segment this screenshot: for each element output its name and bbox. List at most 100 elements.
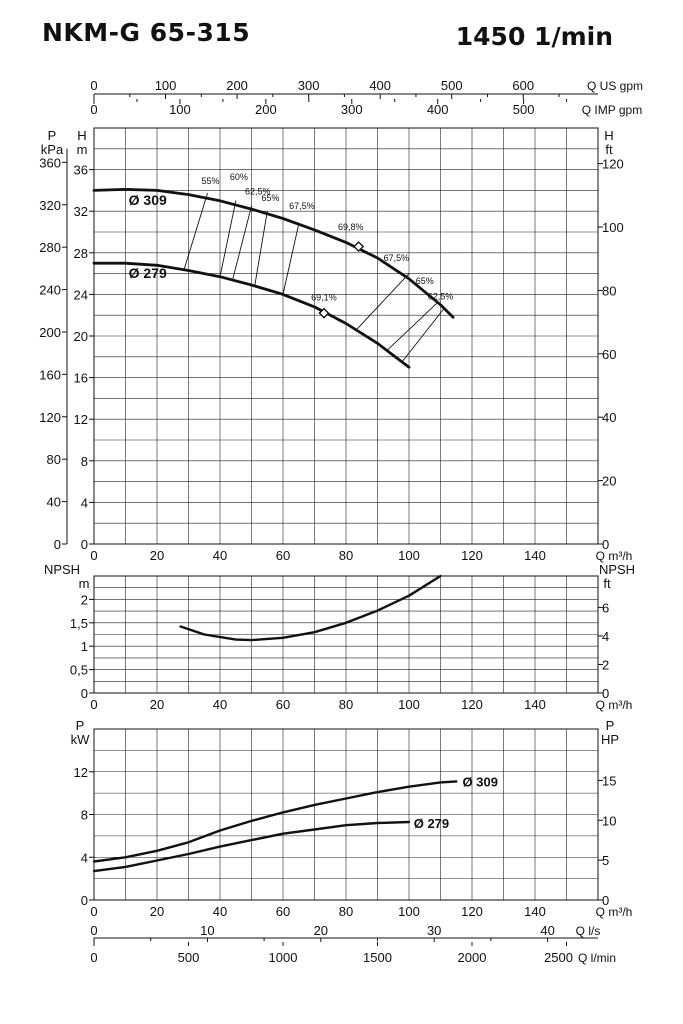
head-ft-tick-label: 100 — [602, 220, 624, 235]
efficiency-label: 65% — [261, 193, 279, 203]
npsh-m-axis-label: m — [79, 576, 90, 591]
head-kpa-tick-label: 280 — [39, 240, 61, 255]
imp-gpm-tick-label: 400 — [427, 102, 449, 117]
lmin-tick-label: 0 — [90, 950, 97, 965]
npsh-ft-tick-label: 4 — [602, 629, 609, 644]
power-kw-tick-label: 8 — [81, 808, 88, 823]
head-curve-label: Ø 309 — [129, 192, 167, 208]
power-x-axis-label: Q m³/h — [596, 905, 633, 919]
npsh-ft-axis-label: ft — [603, 576, 611, 591]
power-kw-tick-label: 12 — [74, 765, 88, 780]
power-x-tick-label: 0 — [90, 904, 97, 919]
head-x-tick-label: 60 — [276, 548, 290, 563]
npsh-m-tick-label: 0 — [81, 686, 88, 701]
efficiency-line — [402, 308, 445, 362]
power-curve — [92, 780, 458, 863]
npsh-x-tick-label: 80 — [339, 697, 353, 712]
power-x-tick-label: 140 — [524, 904, 546, 919]
head-m-tick-label: 24 — [74, 287, 88, 302]
imp-gpm-tick-label: 0 — [90, 102, 97, 117]
npsh-m-tick-label: 0,5 — [70, 663, 88, 678]
power-curve-label: Ø 279 — [414, 816, 449, 831]
power-curve — [92, 820, 411, 873]
us-gpm-tick-label: 600 — [512, 78, 534, 93]
pump-model-title: NKM-G 65-315 — [42, 18, 251, 47]
power-curve-label: Ø 309 — [463, 774, 498, 789]
us-gpm-tick-label: 400 — [369, 78, 391, 93]
npsh-x-tick-label: 40 — [213, 697, 227, 712]
npsh-x-tick-label: 120 — [461, 697, 483, 712]
lmin-tick-label: 1000 — [269, 950, 298, 965]
lmin-tick-label: 1500 — [363, 950, 392, 965]
head-curve — [92, 261, 411, 369]
npsh-ft-axis-label: NPSH — [599, 562, 635, 577]
npsh-curve — [179, 574, 442, 642]
power-kw-tick-label: 4 — [81, 850, 88, 865]
head-m-tick-label: 0 — [81, 537, 88, 552]
head-kpa-tick-label: 320 — [39, 198, 61, 213]
npsh-x-tick-label: 140 — [524, 697, 546, 712]
npsh-x-axis-label: Q m³/h — [596, 698, 633, 712]
power-hp-tick-label: 15 — [602, 773, 616, 788]
head-m-tick-label: 20 — [74, 329, 88, 344]
head-x-tick-label: 0 — [90, 548, 97, 563]
npsh-ft-tick-label: 0 — [602, 686, 609, 701]
power-x-tick-label: 20 — [150, 904, 164, 919]
power-x-tick-label: 60 — [276, 904, 290, 919]
head-m-axis-label: H — [77, 128, 86, 143]
ls-tick-label: 0 — [90, 923, 97, 938]
head-m-tick-label: 4 — [81, 495, 88, 510]
efficiency-label: 69,1% — [311, 293, 337, 303]
head-m-tick-label: 16 — [74, 371, 88, 386]
imp-gpm-tick-label: 300 — [341, 102, 363, 117]
head-ft-tick-label: 0 — [602, 537, 609, 552]
efficiency-label: 65% — [416, 276, 434, 286]
efficiency-label: 55% — [202, 176, 220, 186]
head-ft-tick-label: 40 — [602, 410, 616, 425]
efficiency-line — [254, 210, 268, 287]
head-x-tick-label: 140 — [524, 548, 546, 563]
head-kpa-tick-label: 80 — [47, 452, 61, 467]
pump-speed-title: 1450 1/min — [455, 22, 613, 51]
power-hp-tick-label: 0 — [602, 893, 609, 908]
power-x-tick-label: 40 — [213, 904, 227, 919]
head-x-tick-label: 120 — [461, 548, 483, 563]
head-x-axis-label: Q m³/h — [596, 549, 633, 563]
lmin-tick-label: 500 — [178, 950, 200, 965]
best-efficiency-point-marker — [353, 241, 365, 253]
head-m-tick-label: 32 — [74, 204, 88, 219]
efficiency-label: 60% — [230, 172, 248, 182]
head-kpa-tick-label: 120 — [39, 410, 61, 425]
imp-gpm-tick-label: 100 — [169, 102, 191, 117]
head-m-tick-label: 28 — [74, 246, 88, 261]
npsh-m-tick-label: 2 — [81, 592, 88, 607]
npsh-m-tick-label: 1 — [81, 639, 88, 654]
efficiency-label: 69,8% — [338, 222, 364, 232]
power-kw-axis-label: kW — [71, 732, 91, 747]
head-x-tick-label: 80 — [339, 548, 353, 563]
power-x-tick-label: 80 — [339, 904, 353, 919]
head-x-tick-label: 100 — [398, 548, 420, 563]
head-kpa-tick-label: 360 — [39, 155, 61, 170]
lmin-axis-label: Q l/min — [578, 951, 616, 965]
head-x-tick-label: 40 — [213, 548, 227, 563]
head-kpa-axis-label: kPa — [41, 142, 64, 157]
ls-tick-label: 20 — [314, 923, 328, 938]
power-hp-axis-label: P — [606, 718, 615, 733]
head-kpa-tick-label: 200 — [39, 325, 61, 340]
ls-tick-label: 40 — [540, 923, 554, 938]
head-ft-tick-label: 120 — [602, 157, 624, 172]
head-m-tick-label: 8 — [81, 454, 88, 469]
head-ft-tick-label: 60 — [602, 347, 616, 362]
head-curve — [92, 188, 455, 319]
power-kw-tick-label: 0 — [81, 893, 88, 908]
efficiency-line — [354, 273, 410, 332]
efficiency-line — [219, 200, 237, 278]
npsh-x-tick-label: 100 — [398, 697, 420, 712]
imp-gpm-tick-label: 500 — [513, 102, 535, 117]
npsh-ft-tick-label: 6 — [602, 600, 609, 615]
us-gpm-tick-label: 500 — [441, 78, 463, 93]
ls-axis-label: Q l/s — [576, 924, 601, 938]
head-m-tick-label: 12 — [74, 412, 88, 427]
head-ft-axis-label: ft — [605, 142, 613, 157]
